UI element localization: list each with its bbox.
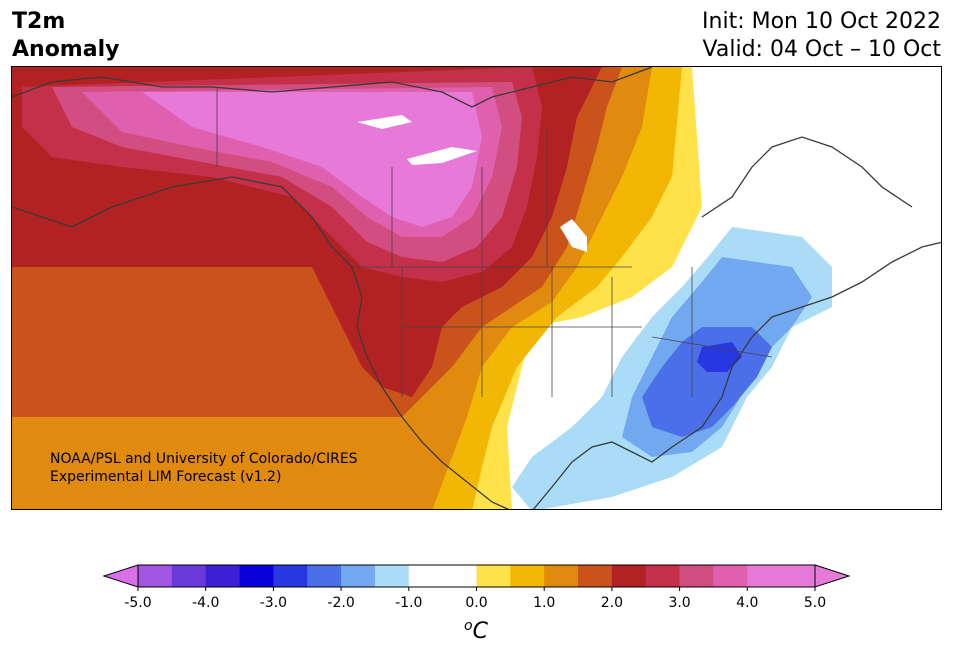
colorbar-swatch [747, 565, 782, 587]
credit-line-2: Experimental LIM Forecast (v1.2) [50, 469, 282, 485]
political-borders [216, 87, 773, 397]
colorbar-swatch [578, 565, 613, 587]
colorbar-swatch [273, 565, 308, 587]
credit-text: NOAA/PSL and University of Colorado/CIRE… [50, 450, 358, 486]
colorbar-swatch [442, 565, 477, 587]
colorbar-low-arrow [102, 564, 139, 588]
anomaly-map: NOAA/PSL and University of Colorado/CIRE… [11, 66, 942, 510]
colorbar-swatch [781, 565, 816, 587]
colorbar-swatch [239, 565, 274, 587]
cool-zone-2-5 [697, 342, 742, 372]
colorbar-tick-label: 1.0 [533, 595, 555, 611]
colorbar: -5.0 -4.0 -3.0 -2.0 -1.0 0.0 1.0 2.0 3.0 4.0 5.0 o… [102, 564, 851, 644]
colorbar-tick-label: -3.0 [260, 595, 287, 611]
colorbar-swatch [171, 565, 207, 587]
colorbar-swatch [645, 565, 681, 587]
colorbar-tick-label: 2.0 [601, 595, 623, 611]
colorbar-unit: oC [464, 618, 489, 644]
colorbar-swatch [341, 565, 376, 587]
colorbar-swatch [713, 565, 748, 587]
warm-zone-5 [142, 92, 482, 227]
colorbar-tick-label: 4.0 [736, 595, 758, 611]
init-date: Init: Mon 10 Oct 2022 [702, 9, 941, 34]
map-title: T2m Anomaly [12, 8, 119, 64]
colorbar-tick-label: -1.0 [395, 595, 422, 611]
valid-range: Valid: 04 Oct – 10 Oct [702, 37, 941, 62]
colorbar-ticks: -5.0 -4.0 -3.0 -2.0 -1.0 0.0 1.0 2.0 3.0 4.0 5.0 [124, 587, 826, 611]
title-line-1: T2m [12, 9, 66, 34]
colorbar-tick-label: 0.0 [465, 595, 487, 611]
colorbar-tick-label: -4.0 [192, 595, 219, 611]
colorbar-swatch [510, 565, 545, 587]
colorbar-tick-label: -5.0 [124, 595, 151, 611]
colorbar-swatch [205, 565, 241, 587]
credit-line-1: NOAA/PSL and University of Colorado/CIRE… [50, 451, 358, 467]
colorbar-swatch [476, 565, 511, 587]
colorbar-swatch [138, 565, 173, 587]
lake [407, 147, 477, 165]
colorbar-tick-label: -2.0 [327, 595, 354, 611]
colorbar-swatch [408, 565, 444, 587]
colorbar-tick-label: 5.0 [804, 595, 826, 611]
lake [357, 115, 412, 129]
colorbar-high-arrow [814, 564, 851, 588]
colorbar-swatch [544, 565, 579, 587]
colorbar-tick-label: 3.0 [668, 595, 690, 611]
colorbar-swatches [102, 564, 851, 588]
colorbar-swatch [679, 565, 714, 587]
forecast-dates: Init: Mon 10 Oct 2022 Valid: 04 Oct – 10… [702, 8, 941, 64]
map-canvas [12, 67, 941, 509]
lake [560, 219, 587, 252]
colorbar-swatch [307, 565, 342, 587]
title-line-2: Anomaly [12, 37, 120, 62]
coastline [12, 67, 941, 509]
colorbar-swatch [374, 565, 410, 587]
colorbar-swatch [611, 565, 647, 587]
